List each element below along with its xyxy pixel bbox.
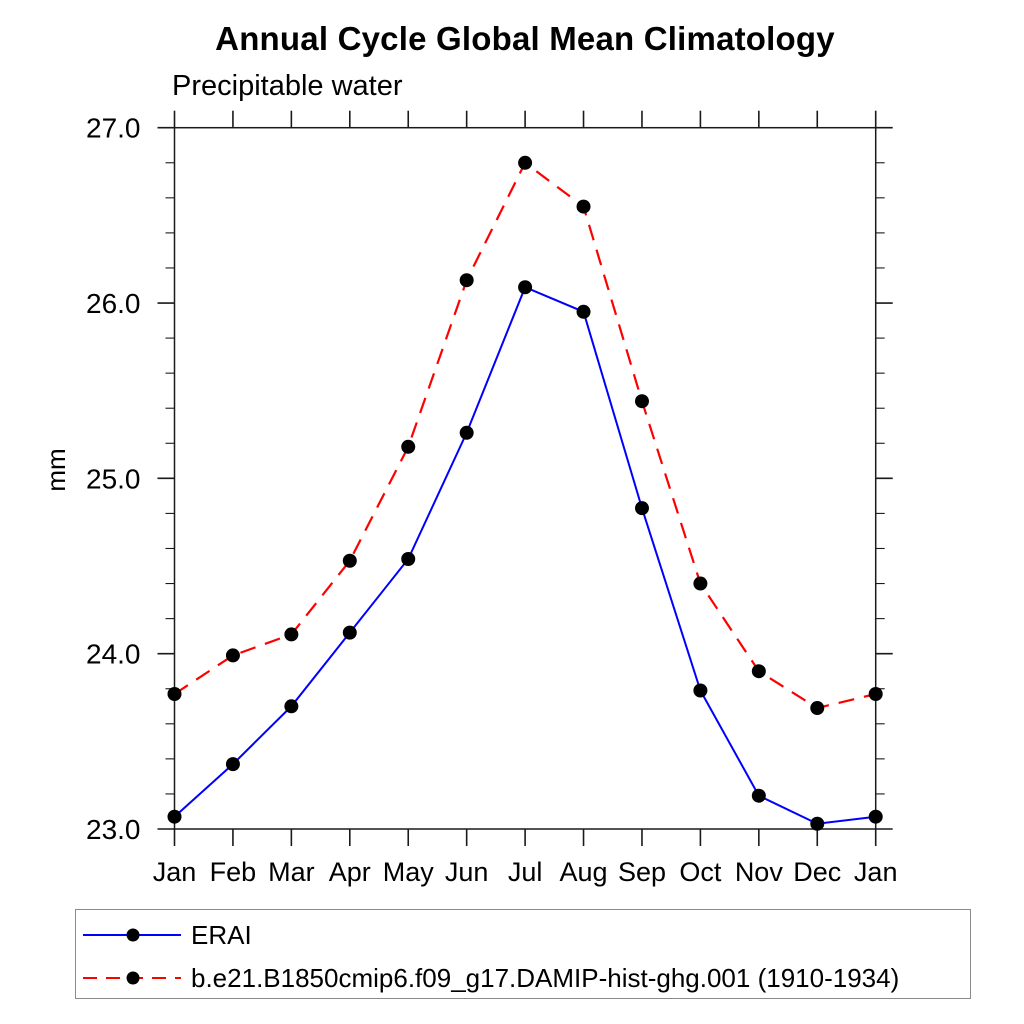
- data-point-1: [342, 553, 357, 568]
- data-point-0: [342, 625, 357, 640]
- legend-label-model: b.e21.B1850cmip6.f09_g17.DAMIP-hist-ghg.…: [191, 962, 900, 993]
- data-point-1: [225, 648, 240, 663]
- legend-item-erai: ERAI: [76, 915, 252, 955]
- data-point-0: [167, 809, 182, 824]
- data-point-0: [751, 788, 766, 803]
- x-tick-label: Aug: [560, 857, 608, 887]
- x-tick-label: Mar: [268, 857, 315, 887]
- data-point-1: [284, 627, 299, 642]
- x-tick-label: Jan: [854, 857, 898, 887]
- legend-marker-0: [126, 928, 140, 942]
- data-point-0: [284, 699, 299, 714]
- data-point-1: [401, 439, 416, 454]
- data-point-0: [518, 280, 533, 295]
- x-tick-label: Apr: [329, 857, 371, 887]
- data-point-0: [693, 683, 708, 698]
- legend-box: ERAI b.e21.B1850cmip6.f09_g17.DAMIP-hist…: [75, 909, 971, 999]
- data-point-0: [634, 501, 649, 516]
- data-point-1: [459, 273, 474, 288]
- series-line-0: [173, 285, 876, 825]
- x-tick-label: Sep: [618, 857, 666, 887]
- legend-label-erai: ERAI: [191, 919, 252, 950]
- x-tick-label: Dec: [793, 857, 841, 887]
- legend-line-sample-0: [83, 928, 181, 942]
- y-tick-label: 26.0: [86, 288, 141, 319]
- data-point-0: [810, 816, 825, 831]
- legend-item-model: b.e21.B1850cmip6.f09_g17.DAMIP-hist-ghg.…: [76, 958, 899, 998]
- x-tick-label: Jan: [153, 857, 197, 887]
- data-point-1: [518, 155, 533, 170]
- series-line-1: [173, 161, 876, 710]
- data-point-0: [401, 551, 416, 566]
- data-point-1: [167, 686, 182, 701]
- y-tick-label: 25.0: [86, 463, 141, 494]
- y-tick-label: 23.0: [86, 814, 141, 845]
- plot-border: [173, 126, 877, 830]
- x-tick-label: Feb: [210, 857, 257, 887]
- legend-marker-1: [126, 971, 140, 985]
- data-point-0: [868, 809, 883, 824]
- data-point-1: [634, 394, 649, 409]
- x-tick-label: May: [383, 857, 435, 887]
- x-tick-label: Oct: [679, 857, 722, 887]
- data-point-1: [693, 576, 708, 591]
- x-tick-label: Jul: [508, 857, 543, 887]
- data-point-1: [751, 664, 766, 679]
- data-point-1: [868, 686, 883, 701]
- data-point-0: [576, 304, 591, 319]
- chart-subtitle: Precipitable water: [172, 70, 403, 102]
- legend-line-sample-1: [83, 971, 181, 985]
- data-point-0: [459, 425, 474, 440]
- x-tick-label: Jun: [445, 857, 489, 887]
- data-point-0: [225, 757, 240, 772]
- data-point-1: [576, 199, 591, 214]
- x-tick-label: Nov: [735, 857, 784, 887]
- y-tick-label: 27.0: [86, 113, 141, 144]
- y-tick-label: 24.0: [86, 639, 141, 670]
- data-point-1: [810, 701, 825, 716]
- chart-title: Annual Cycle Global Mean Climatology: [215, 20, 835, 57]
